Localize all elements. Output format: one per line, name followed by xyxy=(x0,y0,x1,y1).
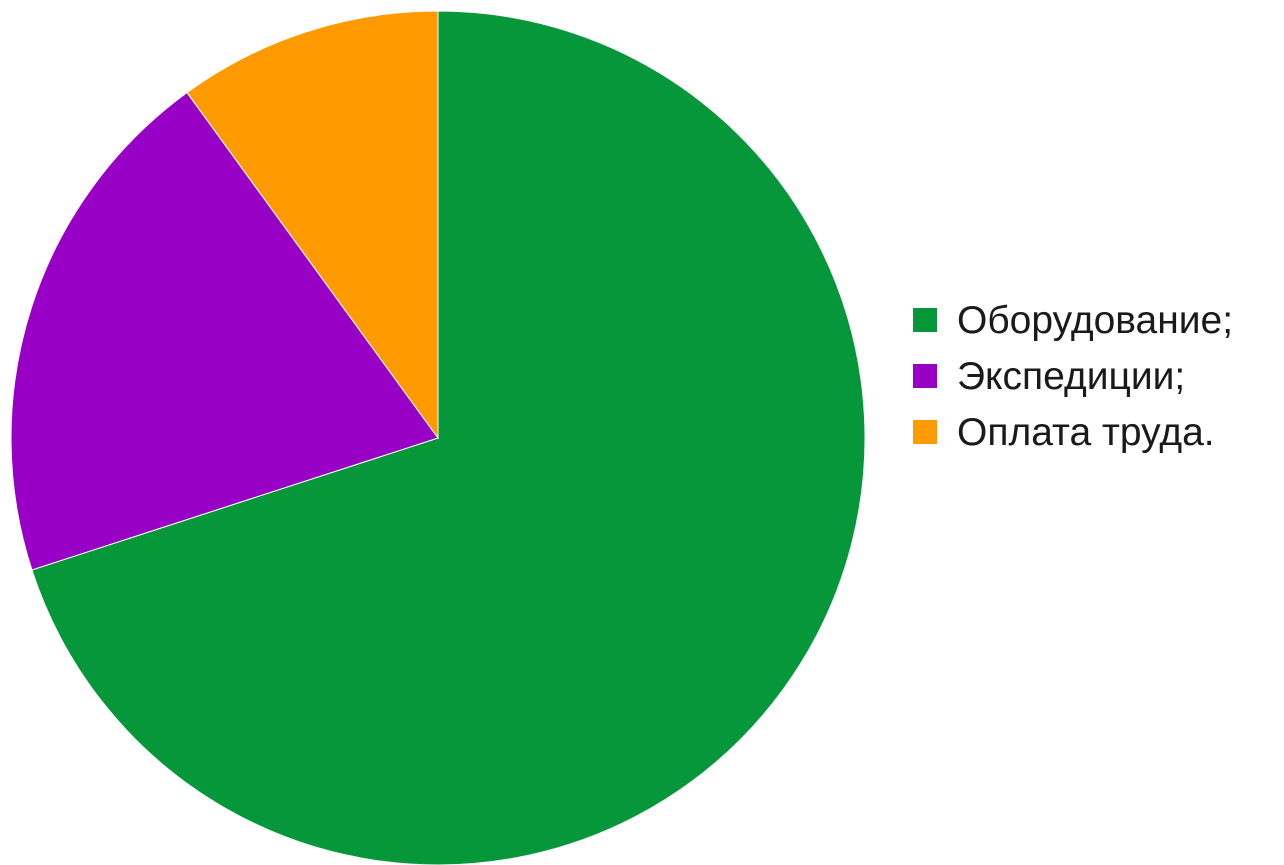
pie-slice-2 xyxy=(10,91,439,571)
pie-slices xyxy=(10,10,866,865)
legend-item-1: Оборудование; xyxy=(913,292,1284,348)
legend-label-3: Оплата труда. xyxy=(957,410,1215,454)
legend-item-3: Оплата труда. xyxy=(913,404,1284,460)
legend-item-2: Экспедиции; xyxy=(913,348,1284,404)
pie-slice-3 xyxy=(186,10,439,440)
pie-slice-1 xyxy=(31,10,866,865)
legend-swatch-3 xyxy=(913,420,937,444)
legend-swatch-2 xyxy=(913,364,937,388)
legend-label-2: Экспедиции; xyxy=(957,354,1186,398)
pie-chart xyxy=(10,10,866,865)
legend: Оборудование; Экспедиции; Оплата труда. xyxy=(913,292,1284,460)
legend-label-1: Оборудование; xyxy=(957,298,1234,342)
legend-swatch-1 xyxy=(913,308,937,332)
